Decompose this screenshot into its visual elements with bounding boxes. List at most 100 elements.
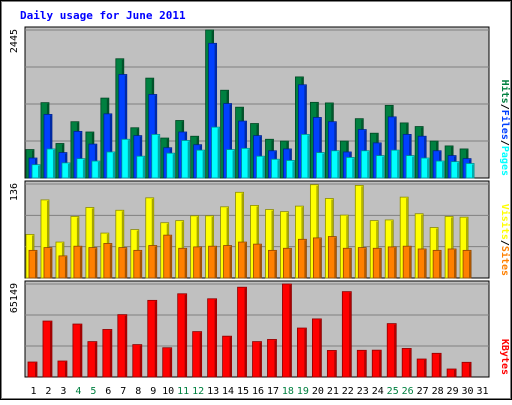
x-tick-label-day-18: 18 bbox=[282, 386, 294, 397]
bar-pages-day-26 bbox=[405, 155, 415, 179]
x-tick-label-day-7: 7 bbox=[120, 386, 126, 397]
bar-pages-day-4 bbox=[76, 158, 86, 179]
bar-shade bbox=[121, 211, 124, 278]
x-tick-label-day-1: 1 bbox=[30, 386, 36, 397]
bar-kbytes-day-4 bbox=[72, 323, 83, 378]
bar-sites-day-16 bbox=[253, 243, 262, 279]
x-tick-label-day-4: 4 bbox=[75, 386, 81, 397]
bar-shade bbox=[67, 163, 70, 178]
bar-kbytes-day-11 bbox=[177, 293, 188, 378]
bar-shade bbox=[361, 186, 363, 278]
bar-sites-day-17 bbox=[268, 249, 277, 279]
bar-sites-day-5 bbox=[88, 247, 98, 279]
panel-legend: Visits/Sites bbox=[499, 204, 511, 276]
bar-sites-day-7 bbox=[118, 247, 128, 279]
bar-sites-day-4 bbox=[73, 245, 83, 279]
bar-sites-day-2 bbox=[43, 247, 53, 279]
bar-sites-day-9 bbox=[148, 245, 158, 279]
panel-max-label: 2445 bbox=[9, 29, 20, 53]
series-sites bbox=[28, 234, 472, 279]
bar-shade bbox=[469, 251, 471, 278]
bar-pages-day-15 bbox=[241, 147, 250, 179]
bar-shade bbox=[409, 247, 411, 278]
bar-kbytes-day-15 bbox=[237, 286, 247, 378]
bar-sites-day-13 bbox=[208, 245, 218, 279]
series-pages bbox=[31, 126, 475, 179]
bar-shade bbox=[214, 299, 217, 377]
bar-shade bbox=[229, 104, 232, 178]
x-tick-label-day-10: 10 bbox=[162, 386, 174, 397]
bar-shade bbox=[229, 337, 232, 377]
bar-pages-day-11 bbox=[181, 140, 191, 179]
x-tick-label-day-13: 13 bbox=[207, 386, 219, 397]
bar-kbytes-day-1 bbox=[27, 361, 38, 378]
frame-border-inner bbox=[1, 1, 511, 399]
bar-pages-day-17 bbox=[271, 158, 280, 179]
bar-kbytes-day-5 bbox=[87, 341, 98, 378]
bar-pages-day-2 bbox=[46, 148, 56, 179]
bar-kbytes-day-8 bbox=[132, 344, 143, 378]
bar-sites-day-28 bbox=[432, 249, 442, 279]
bar-shade bbox=[349, 249, 351, 278]
bar-shade bbox=[319, 118, 321, 178]
panel-legend: KBytes bbox=[499, 339, 510, 375]
bar-shade bbox=[289, 285, 291, 377]
x-tick-label-day-30: 30 bbox=[462, 386, 474, 397]
x-tick-label-day-23: 23 bbox=[357, 386, 369, 397]
bar-pages-day-6 bbox=[106, 151, 116, 179]
x-tick-label-day-21: 21 bbox=[327, 386, 339, 397]
x-tick-label-day-9: 9 bbox=[150, 386, 156, 397]
bar-shade bbox=[139, 345, 142, 377]
bar-shade bbox=[124, 75, 127, 178]
bar-shade bbox=[49, 248, 52, 278]
bar-shade bbox=[277, 160, 279, 178]
bar-pages-day-29 bbox=[450, 161, 460, 179]
bar-shade bbox=[421, 214, 423, 278]
bar-pages-day-22 bbox=[345, 157, 355, 179]
legend-separator: / bbox=[499, 140, 510, 146]
bar-shade bbox=[217, 128, 220, 178]
bar-shade bbox=[292, 161, 294, 178]
bar-shade bbox=[91, 208, 94, 278]
bar-shade bbox=[409, 349, 411, 377]
bar-shade bbox=[334, 122, 336, 178]
x-tick-label-day-28: 28 bbox=[432, 386, 444, 397]
x-tick-label-day-3: 3 bbox=[60, 386, 66, 397]
x-tick-label-day-8: 8 bbox=[135, 386, 141, 397]
bar-shade bbox=[427, 159, 429, 178]
bar-shade bbox=[412, 156, 414, 178]
bar-shade bbox=[109, 114, 112, 178]
bar-shade bbox=[199, 332, 202, 377]
bar-kbytes-day-22 bbox=[341, 291, 352, 378]
bar-shade bbox=[139, 251, 142, 278]
bar-kbytes-day-21 bbox=[326, 350, 337, 378]
bar-kbytes-day-24 bbox=[371, 349, 382, 378]
bar-shade bbox=[38, 165, 40, 178]
bar-pages-day-30 bbox=[465, 163, 475, 179]
bar-shade bbox=[349, 292, 351, 377]
bar-kbytes-day-18 bbox=[282, 283, 292, 378]
bar-shade bbox=[394, 117, 396, 178]
bar-sites-day-30 bbox=[462, 249, 472, 279]
bar-shade bbox=[304, 329, 306, 377]
bar-shade bbox=[334, 237, 336, 278]
panel-max-label: 65149 bbox=[9, 283, 20, 313]
bar-sites-day-21 bbox=[327, 236, 337, 279]
legend-entry-kbytes: KBytes bbox=[499, 339, 510, 375]
bar-shade bbox=[364, 351, 366, 377]
bar-sites-day-23 bbox=[357, 247, 367, 279]
bar-kbytes-day-16 bbox=[252, 341, 262, 378]
bar-pages-day-16 bbox=[256, 155, 265, 179]
x-tick-label-day-19: 19 bbox=[297, 386, 309, 397]
bar-pages-day-21 bbox=[330, 150, 340, 179]
bar-shade bbox=[169, 348, 172, 377]
bar-shade bbox=[397, 151, 399, 178]
bar-shade bbox=[94, 248, 97, 278]
series-kbytes bbox=[27, 283, 472, 378]
bar-sites-day-11 bbox=[178, 247, 188, 279]
bar-pages-day-14 bbox=[226, 149, 235, 179]
bar-kbytes-day-26 bbox=[401, 348, 412, 378]
bar-shade bbox=[127, 140, 130, 178]
bar-kbytes-day-19 bbox=[297, 327, 307, 378]
